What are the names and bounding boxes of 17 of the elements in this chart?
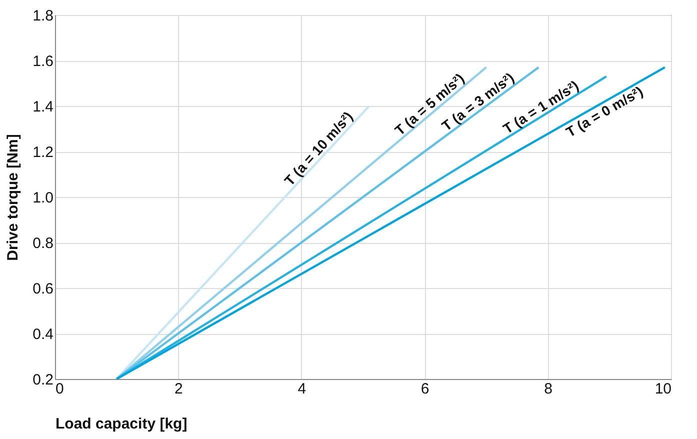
y-tick-label: 1.2 [32, 144, 54, 161]
x-tick-label: 6 [420, 380, 430, 398]
y-tick-label: 1.8 [32, 8, 54, 24]
x-axis-title: Load capacity [kg] [56, 416, 188, 432]
y-axis-title: Drive torque [Nm] [4, 134, 22, 261]
y-tick-label: 0.6 [32, 280, 54, 298]
y-tick-label: 0.2 [32, 372, 54, 388]
y-tick-label: 1.0 [32, 190, 54, 206]
x-tick-label: 10 [654, 380, 672, 398]
x-tick-label: 0 [56, 380, 64, 398]
y-tick-label: 0.4 [32, 326, 54, 343]
y-tick-label: 0.8 [32, 235, 54, 252]
x-tick-label: 8 [544, 380, 552, 398]
x-tick-label: 4 [298, 380, 306, 398]
y-tick-label: 1.4 [32, 98, 54, 116]
x-tick-label: 2 [174, 380, 183, 398]
y-tick-label: 1.6 [32, 53, 54, 70]
